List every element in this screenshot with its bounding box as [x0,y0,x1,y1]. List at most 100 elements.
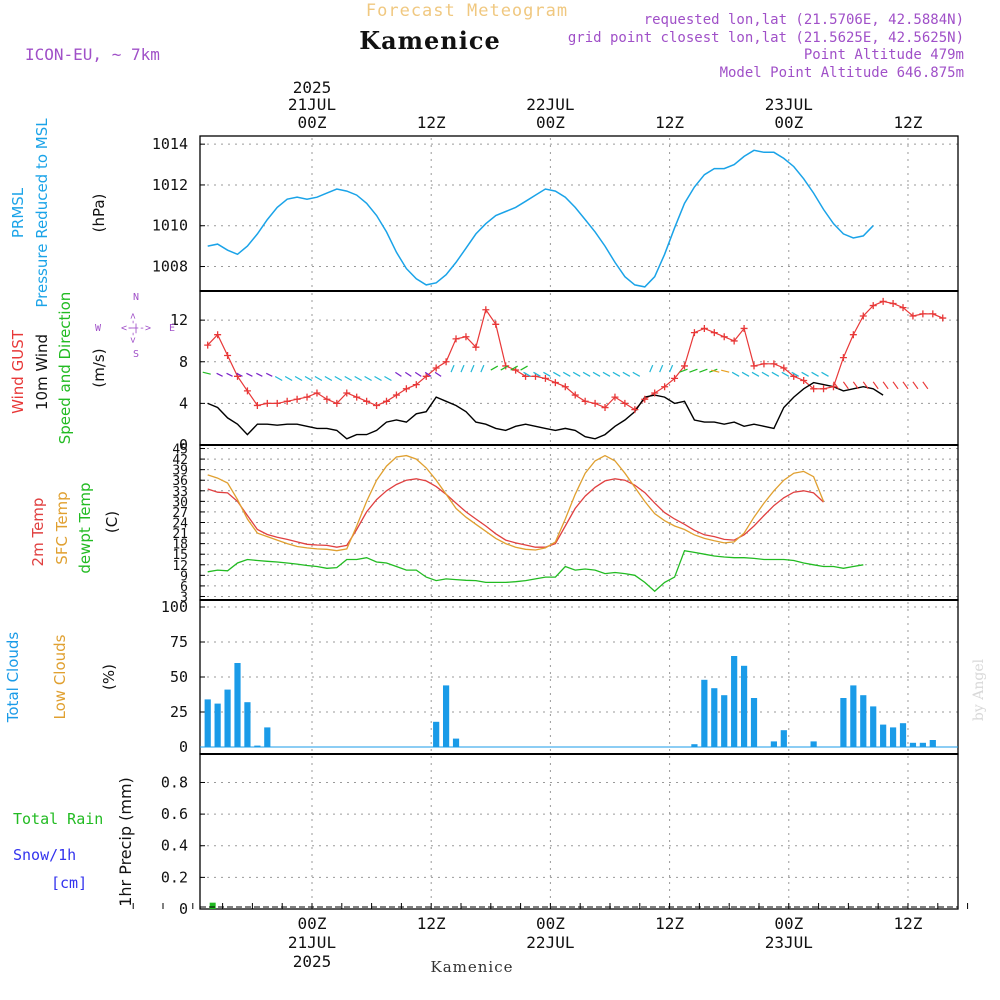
cloud-bar [691,744,698,747]
wind-direction-arrow [592,371,601,377]
top-day-label: 22JUL [526,95,574,114]
wind-direction-arrow [791,371,800,377]
wind-direction-arrow [202,371,211,375]
wind-direction-label: Speed and Direction [56,292,74,445]
wind-direction-arrow [490,365,499,371]
wind-direction-arrow [395,371,402,377]
wind-direction-arrow [922,381,929,390]
y-tick-label: 1012 [152,176,188,194]
gust-point [392,391,400,399]
gust-point [611,393,619,401]
gust-point [353,393,361,401]
gust-point [462,333,470,341]
gust-point [671,374,679,382]
rain-bar [209,902,216,909]
gust-point [581,397,589,405]
wind-direction-arrow [711,369,720,373]
model-label: ICON-EU, ~ 7km [25,45,160,64]
gust-point [243,387,251,395]
cloud-bar [254,745,261,747]
wind-direction-arrow [354,375,362,382]
wind-direction-arrow [602,371,611,377]
wind-direction-arrow [659,364,664,373]
gust-point [492,320,500,328]
bottom-tick-label: 12Z [655,914,684,933]
gust-point [591,399,599,407]
wind-direction-arrow [414,371,422,377]
y-tick-label: 75 [170,633,188,651]
wind-direction-arrow [882,381,889,390]
bottom-tick-label: 00Z [774,914,803,933]
t2m-label: 2m Temp [29,498,47,567]
gust-point [382,397,390,405]
wind-direction-arrow [226,372,233,377]
bottom-year-label: 2025 [293,952,332,971]
location-title: Kamenice [359,26,501,55]
gust-point [452,335,460,343]
snow-unit-legend: [cm] [51,874,87,892]
y-tick-label: 1014 [152,135,188,153]
cloud-bar [224,689,231,747]
gust-point [561,383,569,391]
top-tick-label: 12Z [417,113,446,132]
cloud-bar [740,665,748,747]
cloud-bar [721,695,728,747]
wind-direction-arrow [294,375,303,382]
wind-direction-arrow [265,372,273,377]
t2m-line [207,478,824,548]
wind-direction-arrow [216,372,223,377]
y-tick-label: 21 [172,527,188,542]
gust-point [859,312,867,320]
gust-point [631,406,639,414]
compass-arrow-v: <-|-> [128,313,139,343]
wind-direction-arrow [274,375,283,382]
gust-point [829,383,837,391]
bottom-tick-label: 12Z [894,914,923,933]
pressure-label-desc: Pressure Reduced to MSL [33,118,51,308]
wind-direction-arrow [862,381,869,390]
gust-point [839,354,847,362]
wind-direction-arrow [384,375,392,382]
dewpt-line [207,549,864,593]
gust-point [283,397,291,405]
wind-direction-arrow [751,371,760,377]
bottom-day-label: 23JUL [765,933,813,952]
y-tick-label: 0 [179,738,188,756]
gust-point [651,389,659,397]
cloud-bar [711,688,718,747]
cloud-bar [731,656,738,747]
bottom-tick-label: 12Z [417,914,446,933]
y-tick-label: 1010 [152,217,188,235]
gust-point [214,331,222,339]
y-tick-label: 42 [172,453,188,468]
gust-point [253,401,261,409]
y-tick-label: 0 [179,436,188,454]
cloud-bar [889,727,897,747]
pressure-label-prmsl: PRMSL [9,187,27,238]
pressure-unit: (hPa) [90,194,108,233]
wind-direction-arrow [236,372,243,377]
gust-point [263,399,271,407]
gust-point [690,329,698,337]
gust-point [571,391,579,399]
wind-line [207,381,884,440]
y-tick-label: 50 [170,668,188,686]
cloud-bar [701,679,708,747]
cloud-bar [234,663,241,747]
cloud-bar [860,695,867,747]
wind-direction-arrow [832,381,839,390]
gust-point [909,312,917,320]
gust-point [889,299,897,307]
panel-frame [199,135,959,292]
gust-point [621,399,629,407]
rain-legend: Total Rain [13,810,103,828]
bottom-day-label: 22JUL [526,933,574,952]
cloud-bar [442,685,450,747]
panel-frame [199,753,959,910]
wind-direction-arrow [902,381,909,390]
cloud-bar [810,741,817,747]
gust-point [293,395,301,403]
credit-label: by Angel [971,658,987,721]
cloud-bar [204,699,211,747]
